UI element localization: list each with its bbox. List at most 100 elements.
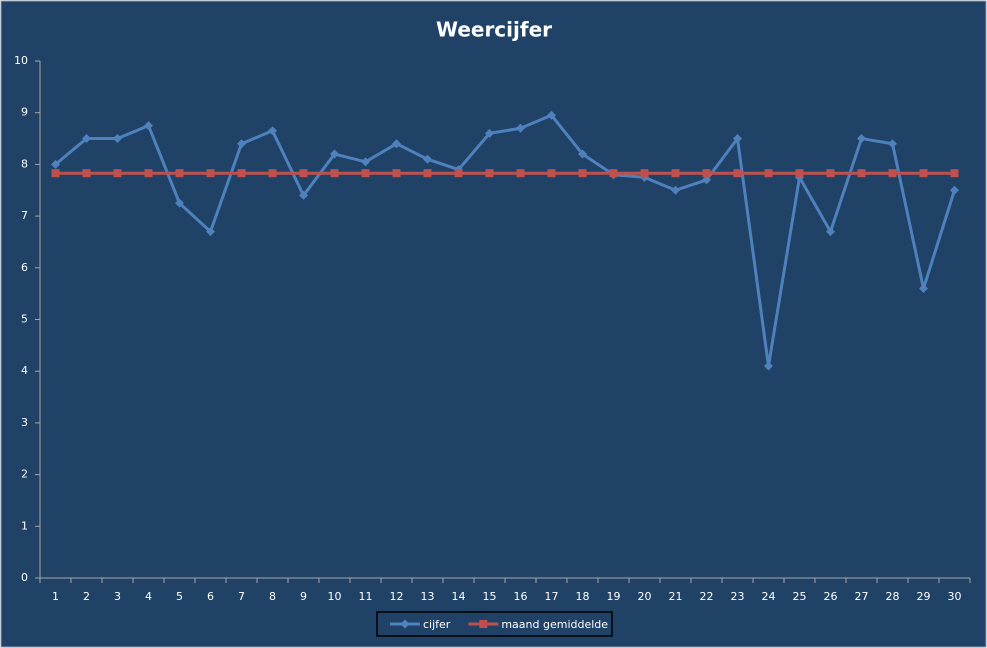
series-line — [54, 113, 956, 368]
x-tick-label: 15 — [483, 590, 497, 603]
marker — [609, 169, 618, 178]
marker — [795, 169, 804, 178]
marker — [479, 620, 488, 628]
marker — [361, 157, 370, 167]
chart-title: Weercijfer — [436, 18, 552, 42]
x-tick-label: 6 — [207, 590, 214, 603]
marker — [919, 283, 928, 293]
marker — [206, 169, 215, 178]
marker — [485, 128, 494, 138]
x-tick-label: 1 — [52, 590, 59, 603]
legend-label: cijfer — [423, 618, 451, 631]
y-tick-label: 2 — [21, 468, 28, 481]
x-tick-label: 25 — [793, 590, 807, 603]
marker — [733, 169, 742, 178]
marker — [578, 169, 587, 178]
x-tick-label: 7 — [238, 590, 245, 603]
x-tick-label: 3 — [114, 590, 121, 603]
marker — [547, 169, 556, 178]
marker — [299, 190, 308, 200]
x-tick-label: 2 — [83, 590, 90, 603]
x-tick-label: 16 — [514, 590, 528, 603]
x-tick-label: 5 — [176, 590, 183, 603]
y-tick-label: 4 — [21, 364, 28, 377]
marker — [330, 169, 339, 178]
marker — [671, 169, 680, 178]
marker — [671, 185, 680, 195]
x-tick-label: 18 — [576, 590, 590, 603]
marker — [950, 169, 959, 178]
y-tick-label: 1 — [21, 519, 28, 532]
marker — [392, 139, 401, 149]
marker — [82, 134, 91, 144]
x-tick-label: 4 — [145, 590, 152, 603]
marker — [888, 139, 897, 149]
marker — [516, 123, 525, 133]
marker — [888, 169, 897, 178]
marker — [51, 159, 60, 169]
marker — [733, 134, 742, 144]
marker — [392, 169, 401, 178]
marker — [51, 169, 60, 178]
marker — [113, 134, 122, 144]
marker — [702, 175, 711, 185]
y-tick-label: 6 — [21, 261, 28, 274]
y-tick-label: 9 — [21, 106, 28, 119]
marker — [640, 169, 649, 178]
marker — [764, 361, 773, 371]
marker — [454, 169, 463, 178]
marker — [330, 149, 339, 159]
legend-label: maand gemiddelde — [501, 618, 608, 631]
marker — [919, 169, 928, 178]
legend: cijfer maand gemiddelde — [376, 611, 613, 637]
y-tick-label: 7 — [21, 209, 28, 222]
marker — [175, 198, 184, 208]
x-tick-label: 9 — [300, 590, 307, 603]
x-tick-label: 12 — [390, 590, 404, 603]
x-tick-label: 27 — [855, 590, 869, 603]
marker — [82, 169, 91, 178]
marker — [516, 169, 525, 178]
x-tick-label: 17 — [545, 590, 559, 603]
marker — [206, 227, 215, 237]
marker — [268, 169, 277, 178]
x-tick-label: 8 — [269, 590, 276, 603]
x-tick-label: 19 — [607, 590, 621, 603]
marker — [361, 169, 370, 178]
y-tick-label: 0 — [21, 571, 28, 584]
marker — [857, 134, 866, 144]
x-tick-label: 21 — [669, 590, 683, 603]
marker — [857, 169, 866, 178]
x-tick-label: 24 — [762, 590, 776, 603]
y-tick-label: 10 — [14, 54, 28, 67]
marker — [237, 169, 246, 178]
x-tick-label: 14 — [452, 590, 466, 603]
marker — [400, 619, 410, 629]
marker — [578, 149, 587, 159]
marker — [764, 169, 773, 178]
y-tick-label: 8 — [21, 157, 28, 170]
x-tick-label: 23 — [731, 590, 745, 603]
marker — [702, 169, 711, 178]
marker — [237, 139, 246, 149]
marker — [113, 169, 122, 178]
marker — [423, 154, 432, 164]
marker — [950, 185, 959, 195]
x-tick-label: 10 — [328, 590, 342, 603]
x-tick-label: 30 — [948, 590, 962, 603]
marker — [144, 169, 153, 178]
x-tick-label: 20 — [638, 590, 652, 603]
marker — [423, 169, 432, 178]
x-tick-label: 26 — [824, 590, 838, 603]
y-tick-label: 5 — [21, 313, 28, 326]
marker — [299, 169, 308, 178]
x-tick-label: 29 — [917, 590, 931, 603]
marker — [485, 169, 494, 178]
marker — [175, 169, 184, 178]
marker — [826, 227, 835, 237]
x-tick-label: 13 — [421, 590, 435, 603]
marker — [268, 126, 277, 136]
